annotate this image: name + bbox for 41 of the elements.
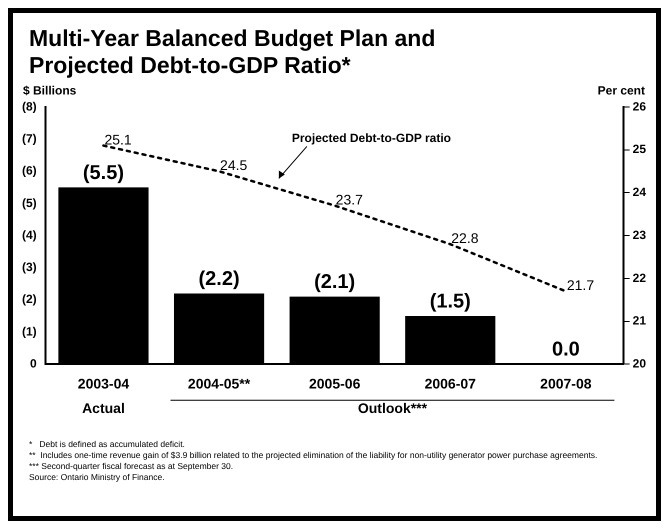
y2-tick-label: 26 xyxy=(632,99,646,114)
y2-axis-title: Per cent xyxy=(598,83,645,98)
y-tick-label: (1) xyxy=(22,324,37,338)
y-tick-label: (8) xyxy=(22,99,37,114)
text: * Debt is defined as accumulated deficit. xyxy=(29,439,186,450)
y-tick-label: (2) xyxy=(22,292,37,306)
y2-tick-label: 21 xyxy=(632,314,646,328)
data-label: 23.7 xyxy=(336,191,364,208)
text: ** Includes one-time revenue gain of $3.9 billion related to the projected elimination of the liability for non-utility generator power purchase agreements. xyxy=(29,450,598,461)
data-label: (5.5) xyxy=(82,162,124,184)
y-tick-label: (6) xyxy=(22,164,37,178)
x-tick-label: 2005-06 xyxy=(308,375,361,392)
text: Actual xyxy=(82,400,125,416)
y2-tick-label: 24 xyxy=(632,185,646,200)
data-label: 22.8 xyxy=(451,230,479,246)
y-tick-label: (3) xyxy=(22,260,37,274)
text: *** Second-quarter fiscal forecast as at September 30. xyxy=(29,461,234,472)
y2-tick-label: 22 xyxy=(632,270,646,285)
x-tick-label: 2007-08 xyxy=(540,375,592,392)
data-label: 24.5 xyxy=(220,157,248,174)
data-label: 25.1 xyxy=(104,131,132,148)
y2-tick-label: 25 xyxy=(632,142,646,156)
y-tick-label: (5) xyxy=(22,196,37,210)
chart-title: Multi-Year Balanced Budget Plan and Projected Debt-to-GDP Ratio* xyxy=(28,24,436,79)
x-tick-label: 2003-04 xyxy=(78,375,130,392)
data-label: (2.2) xyxy=(198,268,240,290)
annotation: Projected Debt-to-GDP ratio xyxy=(292,130,451,145)
y2-tick-label: 23 xyxy=(632,228,646,242)
y-axis-title: $ Billions xyxy=(23,83,77,98)
x-tick-label: 2006-07 xyxy=(424,375,476,392)
data-label: 0.0 xyxy=(552,338,580,361)
data-label: 21.7 xyxy=(566,277,594,294)
y-tick-label: 0 xyxy=(30,356,37,371)
y-tick-label: (4) xyxy=(22,228,37,242)
data-label: (2.1) xyxy=(314,271,356,294)
data-label: (1.5) xyxy=(430,290,471,312)
source-note: Source: Ontario Ministry of Finance. xyxy=(29,472,166,483)
x-tick-label: 2004-05** xyxy=(188,375,251,392)
text: Outlook*** xyxy=(358,400,428,416)
y-tick-label: (7) xyxy=(22,131,37,146)
y2-tick-label: 20 xyxy=(632,356,646,371)
